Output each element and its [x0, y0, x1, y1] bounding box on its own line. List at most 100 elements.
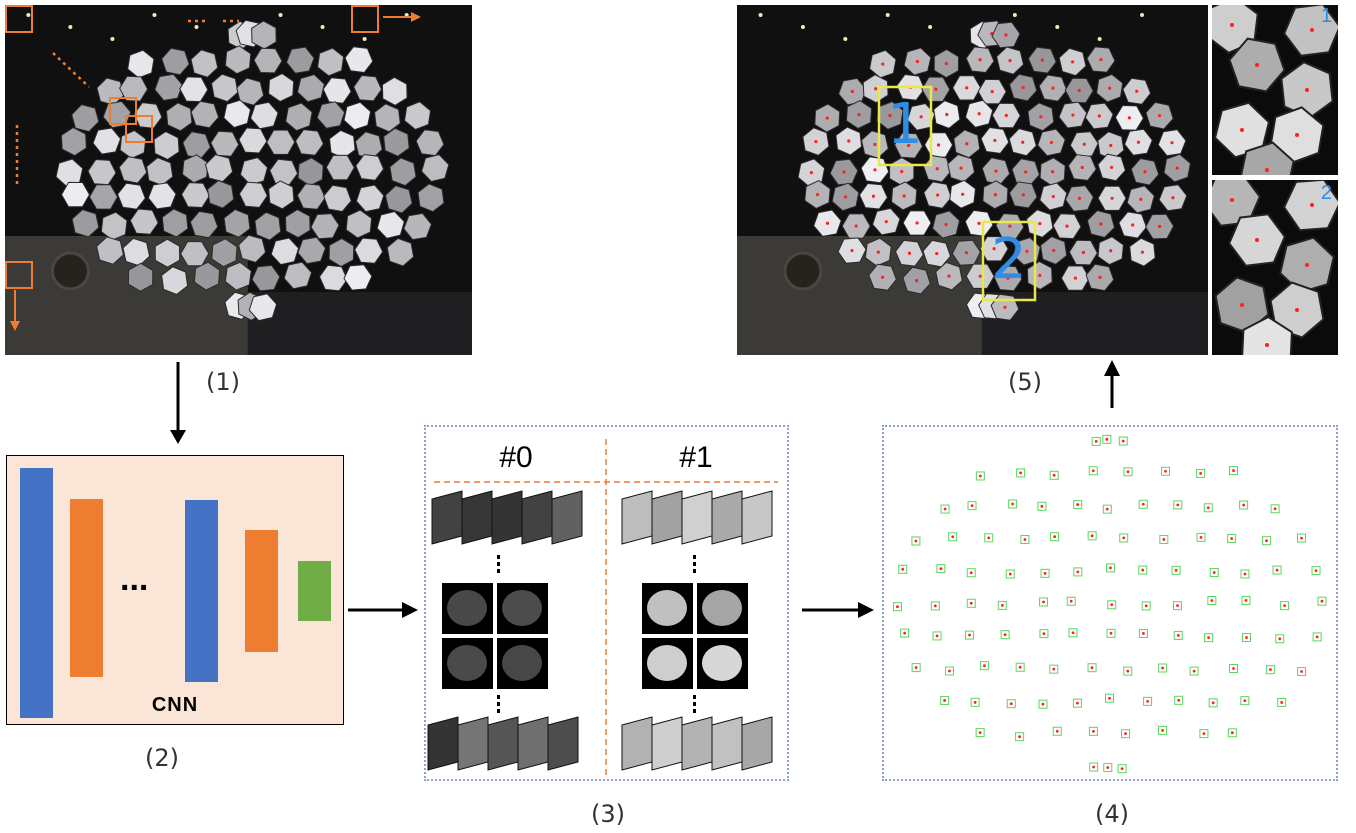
center-dot [1000, 604, 1004, 607]
center-dot [1097, 114, 1101, 118]
center-dot [961, 192, 965, 196]
detection-box [1141, 601, 1151, 611]
patch [621, 490, 653, 545]
bar-end [283, 261, 313, 290]
center-dot [1207, 636, 1211, 640]
center-dot [857, 112, 861, 117]
ceiling-light [885, 13, 890, 17]
center-dot [944, 222, 948, 227]
center-dot [1038, 221, 1042, 226]
cnn-layer-2 [70, 499, 103, 677]
center-dot [1021, 140, 1025, 144]
center-dot [969, 571, 973, 575]
ceiling-light [362, 37, 367, 41]
classification-panel: #0 #1 [424, 425, 789, 781]
center-dot [1023, 538, 1027, 541]
center-dot [1199, 472, 1203, 475]
detection-box [1088, 726, 1098, 736]
detection-box [911, 663, 921, 673]
patch [447, 645, 487, 681]
detection-box [1158, 725, 1168, 735]
bar-end [266, 129, 296, 155]
cnn-block: CNN [6, 455, 344, 725]
bar-end [161, 208, 189, 238]
bar-end [161, 266, 189, 296]
center-dot [901, 567, 905, 571]
bar-end [1212, 180, 1261, 227]
bar-end [355, 184, 385, 213]
center-dot [1206, 506, 1210, 510]
center-dot [1008, 572, 1012, 576]
center-dot [1124, 732, 1127, 736]
center-dot [1019, 471, 1023, 475]
detection-box [1068, 628, 1078, 638]
detection-box [1015, 662, 1025, 672]
center-dot [902, 194, 906, 198]
sliding-window [125, 115, 153, 143]
center-dot [1076, 503, 1080, 506]
center-dot [1003, 633, 1007, 637]
ceiling-light [1140, 13, 1145, 17]
center-dot [1305, 263, 1309, 267]
patch [647, 590, 687, 626]
center-dot [915, 221, 919, 225]
center-dot [1142, 632, 1145, 635]
center-dot [1230, 731, 1234, 735]
detection-box [1173, 630, 1183, 640]
center-dot [871, 194, 876, 198]
center-dot [1265, 168, 1269, 172]
center-dot [1040, 58, 1044, 62]
center-dot [1003, 305, 1007, 309]
patch [502, 645, 542, 681]
detection-box [984, 533, 994, 543]
detection-box [1208, 698, 1218, 708]
ceiling-light [194, 25, 199, 29]
patch [681, 490, 713, 545]
bar-end [253, 47, 283, 74]
ceiling-light [152, 13, 157, 17]
center-dot [1176, 503, 1180, 507]
center-dot [1146, 699, 1150, 703]
bar-end [190, 49, 219, 78]
center-dot [914, 539, 918, 543]
detection-box [1311, 566, 1321, 576]
detection-box [898, 564, 908, 574]
bar-end [153, 131, 180, 161]
bar-end [268, 73, 295, 103]
center-dot [842, 170, 846, 174]
bar-end [127, 262, 154, 292]
detection-box [970, 697, 980, 707]
center-dot [1162, 538, 1166, 541]
detection-box [1038, 699, 1048, 709]
sliding-window [351, 5, 379, 33]
region-label: 1 [887, 92, 923, 157]
center-dot [1076, 701, 1079, 705]
region-label: 2 [991, 227, 1027, 292]
center-dot [915, 59, 920, 64]
bar-end [316, 101, 346, 129]
detection-box [1143, 696, 1153, 706]
detection-box [1158, 663, 1168, 673]
center-dot [1255, 63, 1259, 67]
center-dot [825, 116, 829, 120]
detection-box [944, 666, 954, 676]
detection-panel [882, 425, 1338, 781]
center-dot [1024, 170, 1028, 174]
center-dot [1171, 196, 1175, 200]
class-0-heading: #0 [499, 441, 533, 474]
detection-box [1275, 634, 1285, 644]
center-dot [880, 275, 885, 279]
bar-end [343, 101, 372, 131]
center-dot [1105, 507, 1109, 511]
bar-end [165, 102, 193, 132]
center-dot [983, 664, 986, 668]
detection-box [1039, 597, 1049, 607]
detection-box [930, 601, 940, 611]
center-dot [969, 601, 973, 605]
detection-box [1008, 499, 1018, 509]
detection-box [1272, 565, 1282, 575]
center-dot [1011, 502, 1015, 506]
detection-box [1107, 600, 1117, 610]
patch [487, 716, 519, 771]
center-dot [896, 605, 899, 609]
